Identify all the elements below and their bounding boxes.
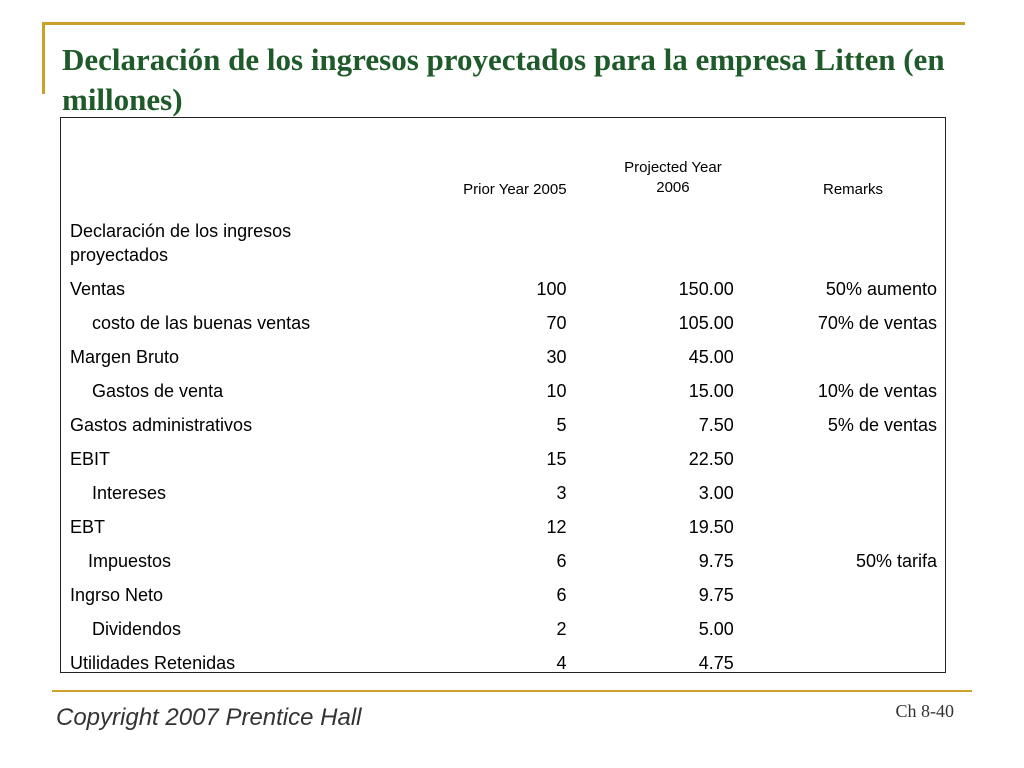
table-row: costo de las buenas ventas 70 105.00 70% de… — [61, 306, 945, 340]
header-projected-line2: 2006 — [656, 179, 690, 196]
frame-top-line — [42, 22, 965, 25]
table-row: Margen Bruto 30 45.00 — [61, 340, 945, 374]
row-remarks: 50% aumento — [825, 278, 937, 299]
row-remarks: 50% tarifa — [855, 550, 937, 571]
row-remarks — [742, 612, 945, 646]
row-label: Gastos administrativos — [70, 414, 253, 435]
table-row: Utilidades Retenidas 4 4.75 — [61, 646, 945, 680]
section-row: Declaración de los ingresos proyectados — [61, 204, 945, 272]
row-projected-value: 22.50 — [688, 448, 734, 469]
row-remarks — [742, 340, 945, 374]
row-prior-value: 30 — [546, 346, 567, 367]
row-label: Dividendos — [92, 618, 182, 639]
row-remarks: 70% de ventas — [817, 312, 937, 333]
row-remarks — [742, 510, 945, 544]
row-prior-value: 4 — [556, 652, 567, 673]
row-remarks: 5% de ventas — [827, 414, 937, 435]
header-projected-line1: Projected Year — [624, 159, 722, 176]
row-prior-value: 5 — [556, 414, 567, 435]
row-label: Ventas — [70, 278, 126, 299]
table-row: EBIT 15 22.50 — [61, 442, 945, 476]
row-remarks — [742, 442, 945, 476]
row-label: Impuestos — [88, 550, 172, 571]
row-prior-value: 2 — [556, 618, 567, 639]
row-projected-value: 150.00 — [678, 278, 734, 299]
row-label: Utilidades Retenidas — [70, 652, 236, 673]
row-projected-value: 4.75 — [698, 652, 734, 673]
income-statement-table: Prior Year 2005 Projected Year 2006 Rema… — [60, 117, 946, 673]
row-projected-value: 9.75 — [698, 550, 734, 571]
row-prior-value: 12 — [546, 516, 567, 537]
row-prior-value: 10 — [546, 380, 567, 401]
row-label: Ingrso Neto — [70, 584, 164, 605]
table-row: Gastos administrativos 5 7.50 5% de ventas — [61, 408, 945, 442]
row-prior-value: 6 — [556, 584, 567, 605]
header-empty-cell — [61, 118, 433, 204]
table-row: Gastos de venta 10 15.00 10% de ventas — [61, 374, 945, 408]
row-label: Margen Bruto — [70, 346, 180, 367]
frame-bottom-line — [52, 690, 972, 692]
row-projected-value: 3.00 — [698, 482, 734, 503]
frame-left-line — [42, 22, 45, 94]
table-row: Dividendos 2 5.00 — [61, 612, 945, 646]
table-row: EBT 12 19.50 — [61, 510, 945, 544]
row-prior-value: 100 — [536, 278, 567, 299]
row-label: Gastos de venta — [92, 380, 224, 401]
copyright-footer: Copyright 2007 Prentice Hall — [56, 704, 362, 731]
header-projected-year: Projected Year 2006 — [569, 118, 742, 204]
row-remarks: 10% de ventas — [817, 380, 937, 401]
row-prior-value: 3 — [556, 482, 567, 503]
slide-title: Declaración de los ingresos proyectados … — [62, 42, 945, 117]
row-remarks — [742, 578, 945, 612]
table-row: Impuestos 6 9.75 50% tarifa — [61, 544, 945, 578]
section-label: Declaración de los ingresos proyectados — [61, 204, 433, 272]
header-remarks: Remarks — [822, 181, 883, 198]
row-prior-value: 70 — [546, 312, 567, 333]
row-remarks — [742, 646, 945, 680]
table-row: Ventas 100 150.00 50% aumento — [61, 272, 945, 306]
row-prior-value: 6 — [556, 550, 567, 571]
header-prior-year: Prior Year 2005 — [463, 181, 567, 198]
row-remarks — [742, 476, 945, 510]
section-label-text: Declaración de los ingresos proyectados — [70, 221, 292, 265]
row-projected-value: 5.00 — [698, 618, 734, 639]
chapter-page-number: Ch 8-40 — [895, 701, 955, 721]
row-projected-value: 15.00 — [688, 380, 734, 401]
row-prior-value: 15 — [546, 448, 567, 469]
table-row: Ingrso Neto 6 9.75 — [61, 578, 945, 612]
row-projected-value: 105.00 — [678, 312, 734, 333]
row-label: costo de las buenas ventas — [92, 312, 311, 333]
row-projected-value: 45.00 — [688, 346, 734, 367]
row-projected-value: 7.50 — [698, 414, 734, 435]
table-row: Intereses 3 3.00 — [61, 476, 945, 510]
row-label: EBT — [70, 516, 106, 537]
row-projected-value: 19.50 — [688, 516, 734, 537]
row-label: Intereses — [92, 482, 167, 503]
row-label: EBIT — [70, 448, 111, 469]
row-projected-value: 9.75 — [698, 584, 734, 605]
table-header-row: Prior Year 2005 Projected Year 2006 Rema… — [61, 118, 945, 204]
